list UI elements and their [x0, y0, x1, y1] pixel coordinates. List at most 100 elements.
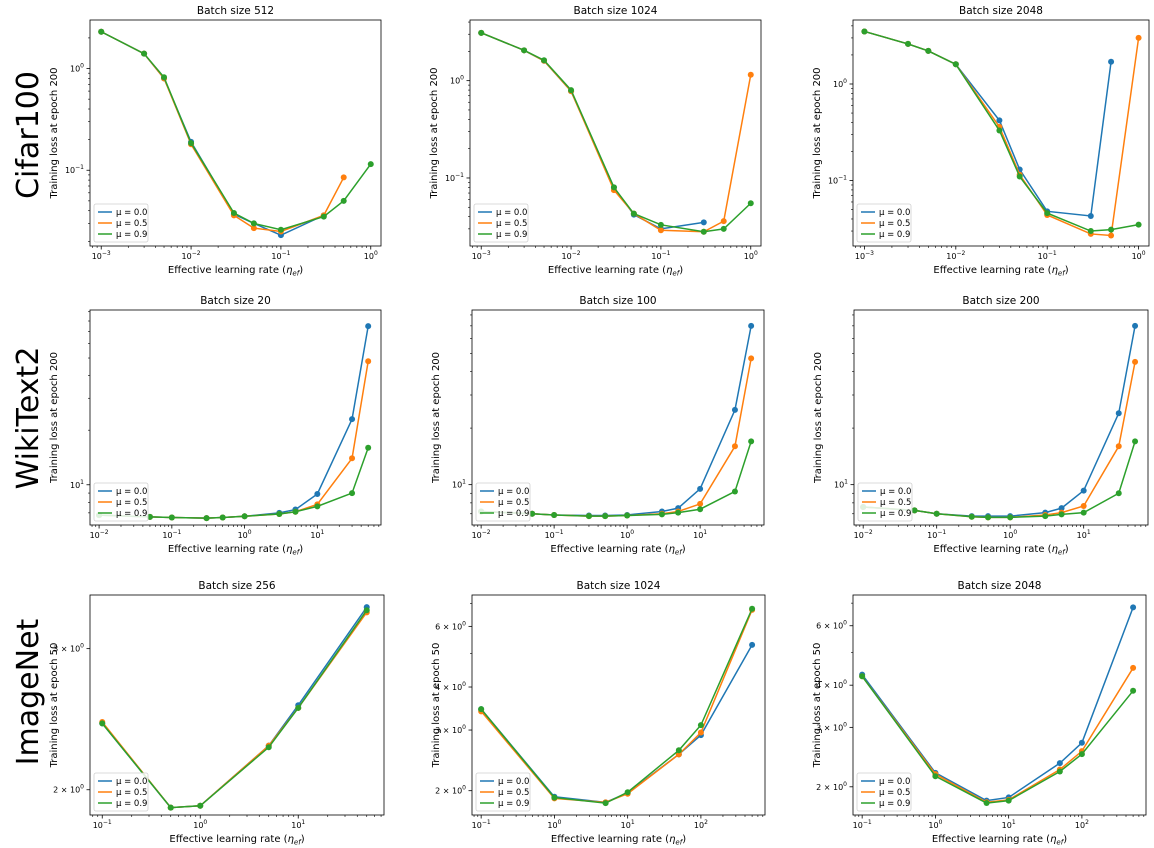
series-group: [859, 604, 1137, 807]
y-tick-label: 3 × 100: [435, 724, 466, 735]
data-point-mu-0-9: [367, 161, 374, 168]
legend-label: μ = 0.5: [116, 498, 147, 508]
x-tick-label: 10−2: [472, 529, 491, 540]
x-tick-label: 10−1: [472, 819, 491, 830]
legend-box: [856, 203, 912, 243]
x-axis-label: Effective learning rate (ηef): [168, 544, 303, 557]
y-tick-label: 6 × 100: [816, 620, 847, 631]
x-tick-label: 10−1: [651, 250, 670, 261]
chart-wikitext2-batch-size-100: Batch size 100 10−2 10−1 100 101 101 Effective…: [431, 295, 765, 557]
legend-label: μ = 0.0: [116, 777, 147, 787]
data-point-mu-0-5: [1132, 358, 1139, 365]
x-tick-label: 10−1: [927, 529, 946, 540]
series-group: [860, 322, 1139, 521]
data-point-mu-0-9: [1044, 210, 1051, 217]
legend-label: μ = 0.9: [498, 509, 529, 519]
data-point-mu-0-9: [478, 29, 485, 36]
legend-label: μ = 0.0: [116, 208, 147, 218]
plots: Batch size 512 10−3 10−2 10−1 100 10−1 100 Effe…: [49, 5, 1150, 847]
data-point-mu-0-9: [925, 47, 932, 54]
x-axis-label: Effective learning rate (ηef): [933, 265, 1068, 278]
data-point-mu-0-9: [161, 74, 168, 81]
data-point-mu-0-9: [292, 508, 299, 515]
data-point-mu-0-9: [720, 225, 727, 232]
data-point-mu-0-9: [241, 513, 248, 520]
data-point-mu-0-9: [602, 513, 609, 520]
legend-label: μ = 0.9: [880, 509, 911, 519]
data-point-mu-0-9: [478, 706, 485, 713]
legend-label: μ = 0.0: [498, 487, 529, 497]
data-point-mu-0-9: [630, 210, 637, 217]
series-group: [478, 605, 756, 807]
data-point-mu-0-9: [697, 506, 704, 513]
data-point-mu-0-9: [697, 722, 704, 729]
y-tick-label: 3 × 100: [53, 643, 84, 654]
data-point-mu-0-9: [932, 773, 939, 780]
series-group: [861, 28, 1142, 239]
x-tick-label: 101: [1002, 819, 1016, 830]
legend-label: μ = 0.9: [879, 230, 910, 240]
legend-label: μ = 0.5: [879, 788, 910, 798]
data-point-mu-0-9: [1016, 173, 1023, 180]
legend-label: μ = 0.5: [498, 498, 529, 508]
data-point-mu-0-9: [365, 444, 372, 451]
y-axis-label: Training loss at epoch 200: [431, 352, 442, 484]
x-axis-label: Effective learning rate (ηef): [932, 834, 1067, 847]
x-tick-label: 101: [1077, 529, 1091, 540]
data-point-mu-0-9: [1078, 751, 1085, 758]
series-group: [98, 28, 374, 239]
x-tick-label: 100: [1003, 529, 1017, 540]
series-group: [478, 29, 754, 235]
data-point-mu-0-9: [146, 513, 153, 520]
data-point-mu-0-9: [1130, 687, 1137, 694]
data-point-mu-0-9: [265, 744, 272, 751]
x-axis-label: Effective learning rate (ηef): [548, 265, 683, 278]
y-axis-label: Training loss at epoch 200: [429, 67, 440, 199]
data-point-mu-0-9: [551, 511, 558, 518]
series-line-mu-0-9: [864, 30, 1139, 232]
x-axis-label: Effective learning rate (ηef): [933, 544, 1068, 557]
data-point-mu-0-9: [203, 515, 210, 522]
legend-label: μ = 0.9: [116, 799, 147, 809]
legend-box: [93, 772, 149, 812]
data-point-mu-0-9: [541, 57, 548, 64]
data-point-mu-0-9: [700, 228, 707, 235]
data-point-mu-0-9: [521, 47, 528, 54]
data-point-mu-0-9: [585, 513, 592, 520]
legend: μ = 0.0μ = 0.5μ = 0.9: [856, 203, 912, 243]
chart-cifar100-batch-size-512: Batch size 512 10−3 10−2 10−1 100 10−1 100 Effe…: [49, 5, 382, 278]
data-point-mu-0-0: [700, 219, 707, 226]
y-tick-label: 10−1: [65, 164, 84, 175]
data-point-mu-0-9: [141, 50, 148, 57]
legend-box: [93, 482, 149, 522]
x-tick-label: 100: [547, 819, 561, 830]
x-tick-label: 10−3: [855, 250, 874, 261]
data-point-mu-0-5: [657, 227, 664, 234]
data-point-mu-0-5: [365, 358, 372, 365]
data-point-mu-0-9: [861, 28, 868, 35]
x-tick-label: 10−3: [472, 250, 491, 261]
legend: μ = 0.0μ = 0.5μ = 0.9: [475, 772, 531, 812]
legend: μ = 0.0μ = 0.5μ = 0.9: [857, 482, 913, 522]
data-point-mu-0-9: [349, 490, 356, 497]
data-point-mu-0-9: [658, 511, 665, 518]
data-point-mu-0-9: [624, 512, 631, 519]
chart-title: Batch size 1024: [574, 5, 658, 17]
x-tick-label: 10−1: [271, 250, 290, 261]
x-axis-label: Effective learning rate (ηef): [550, 544, 685, 557]
data-point-mu-0-9: [911, 507, 918, 514]
legend-box: [856, 772, 912, 812]
legend-label: μ = 0.5: [116, 219, 147, 229]
data-point-mu-0-9: [320, 213, 327, 220]
data-point-mu-0-9: [996, 127, 1003, 134]
data-point-mu-0-9: [168, 514, 175, 521]
data-point-mu-0-9: [1056, 768, 1063, 775]
chart-title: Batch size 1024: [577, 580, 661, 592]
data-point-mu-0-5: [1080, 502, 1087, 509]
data-point-mu-0-9: [1007, 514, 1014, 521]
data-point-mu-0-0: [697, 485, 704, 492]
data-point-mu-0-5: [1130, 664, 1137, 671]
series-line-mu-0-9: [101, 609, 368, 809]
data-point-mu-0-9: [952, 61, 959, 68]
